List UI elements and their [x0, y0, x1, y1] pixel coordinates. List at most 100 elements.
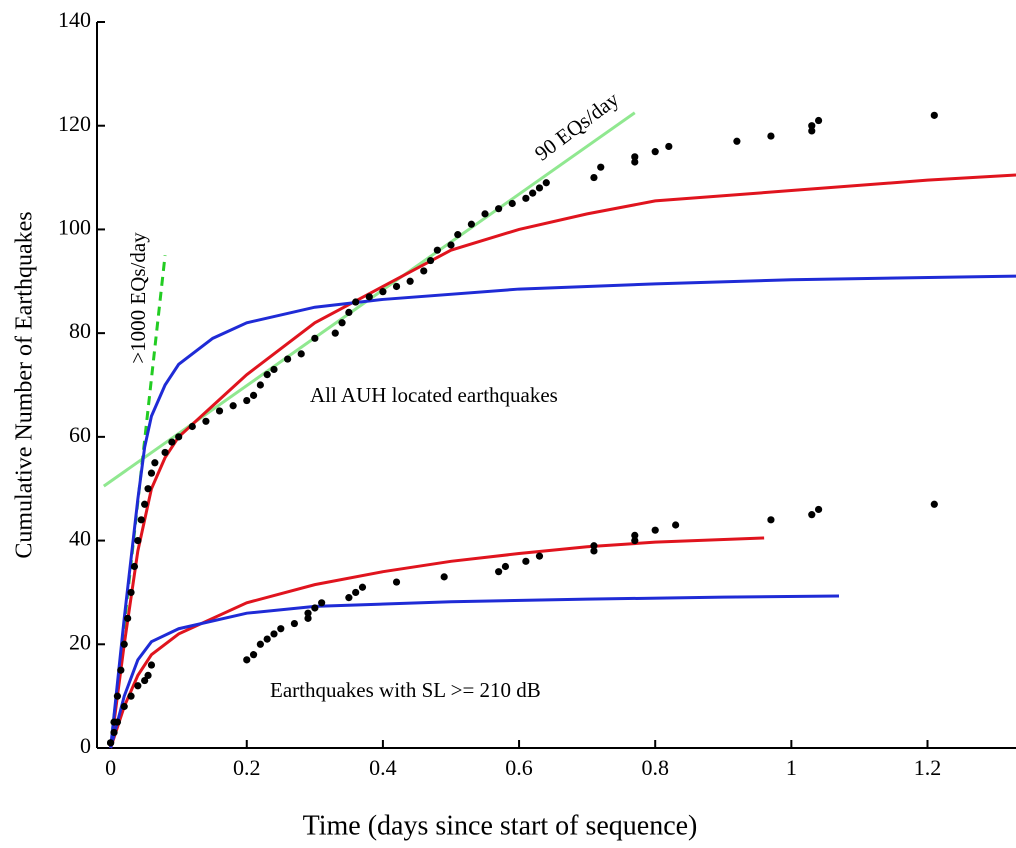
data-point: [141, 676, 149, 685]
data-point: [304, 609, 312, 617]
data-point: [107, 739, 115, 747]
annotation: Earthquakes with SL >= 210 dB: [270, 678, 541, 702]
data-point: [120, 702, 128, 711]
data-point: [590, 542, 598, 550]
data-point: [406, 277, 414, 285]
data-point: [365, 293, 373, 301]
fit-line: [109, 594, 840, 749]
data-point: [352, 588, 360, 597]
data-point: [481, 210, 489, 218]
data-point: [127, 588, 135, 597]
data-point: [631, 158, 639, 166]
data-point: [113, 718, 122, 726]
data-point: [345, 308, 353, 316]
data-point: [392, 578, 401, 586]
data-point: [202, 417, 210, 425]
data-point: [930, 111, 938, 119]
data-point: [597, 163, 605, 171]
data-point: [454, 231, 462, 239]
data-point: [631, 153, 639, 161]
data-point: [467, 220, 476, 228]
data-point: [392, 282, 401, 291]
data-point: [590, 173, 598, 182]
data-point: [331, 329, 339, 337]
data-point: [277, 625, 285, 633]
data-point: [144, 671, 152, 680]
y-tick-label: 20: [69, 629, 91, 654]
data-point: [243, 396, 251, 405]
data-point: [175, 433, 183, 441]
data-point: [808, 122, 816, 130]
data-point: [249, 651, 258, 659]
data-point: [263, 371, 271, 379]
data-point: [590, 547, 598, 555]
data-point: [161, 448, 169, 457]
data-point: [495, 205, 503, 213]
data-point: [379, 288, 387, 296]
data-point: [665, 142, 673, 151]
data-point: [113, 692, 122, 700]
data-point: [311, 604, 319, 612]
data-point: [270, 630, 278, 638]
data-point: [522, 557, 530, 565]
fit-line: [109, 536, 765, 749]
data-point: [420, 267, 428, 275]
data-point: [651, 148, 659, 156]
data-point: [501, 562, 510, 571]
data-point: [631, 536, 639, 545]
data-point: [426, 256, 435, 265]
y-tick-label: 0: [80, 733, 91, 758]
data-point: [290, 619, 299, 628]
data-point: [147, 661, 156, 669]
data-point: [535, 184, 544, 192]
y-tick-label: 140: [58, 7, 91, 32]
data-point: [304, 614, 312, 622]
data-point: [338, 319, 346, 327]
data-point: [188, 422, 196, 431]
data-point: [147, 469, 156, 477]
data-point: [256, 381, 264, 389]
data-point: [151, 459, 159, 467]
x-tick-label: 0.8: [641, 755, 669, 780]
data-point: [311, 334, 319, 342]
data-point: [447, 241, 455, 249]
data-point: [352, 298, 360, 306]
data-point: [345, 594, 353, 602]
data-point: [110, 728, 118, 737]
data-point: [124, 614, 132, 622]
data-point: [141, 500, 149, 508]
data-point: [358, 583, 367, 591]
data-point: [535, 552, 544, 560]
data-point: [672, 521, 680, 529]
data-point: [120, 640, 128, 648]
data-point: [808, 511, 816, 519]
data-point: [495, 568, 503, 576]
data-point: [651, 526, 659, 534]
x-tick-label: 0.4: [369, 755, 397, 780]
fit-line: [109, 274, 1016, 749]
data-point: [249, 391, 258, 399]
y-tick-label: 80: [69, 318, 91, 343]
data-point: [134, 682, 142, 690]
data-point: [767, 516, 775, 524]
annotation: >1000 EQs/day: [126, 232, 150, 364]
data-point: [542, 179, 550, 187]
data-point: [767, 132, 775, 140]
data-point: [270, 365, 278, 374]
data-point: [243, 656, 251, 664]
data-point: [117, 666, 125, 674]
data-point: [433, 246, 441, 254]
data-point: [508, 199, 516, 208]
data-point: [440, 573, 448, 581]
y-tick-label: 100: [58, 214, 91, 239]
data-point: [215, 407, 224, 415]
x-tick-label: 0: [105, 755, 116, 780]
fit-line: [109, 173, 1016, 749]
x-axis-label: Time (days since start of sequence): [303, 810, 698, 841]
data-point: [808, 127, 816, 135]
data-point: [814, 505, 823, 514]
y-tick-label: 40: [69, 526, 91, 551]
data-point: [144, 485, 152, 493]
data-point: [529, 189, 537, 197]
